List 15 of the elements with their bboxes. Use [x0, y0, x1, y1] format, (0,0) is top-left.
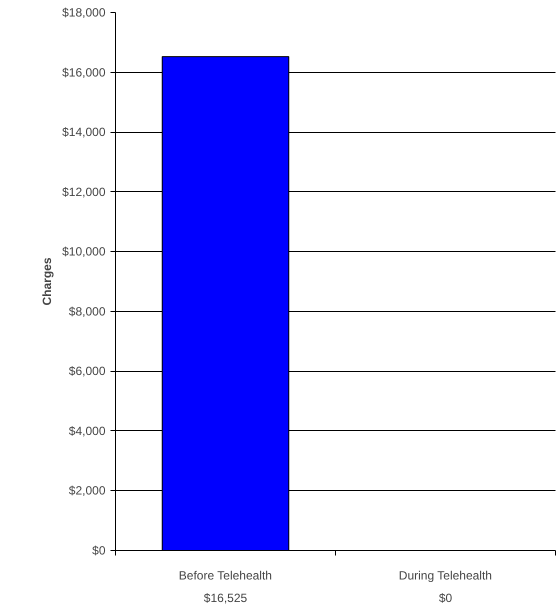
y-tick-label: $14,000 [62, 125, 106, 140]
y-tick-label: $8,000 [68, 304, 106, 318]
y-tick-label: $18,000 [62, 6, 106, 20]
y-tick-label: $6,000 [68, 364, 106, 378]
y-tick-label: $16,000 [62, 65, 106, 80]
data-label: $16,525 [204, 590, 248, 605]
y-tick-label: $4,000 [68, 424, 106, 438]
data-label: $0 [438, 590, 452, 605]
y-tick-label: $10,000 [62, 244, 106, 259]
x-tick-label: During Telehealth [398, 568, 492, 582]
y-axis-title: Charges [40, 257, 54, 306]
y-tick-label: $0 [92, 544, 106, 558]
y-tick-label: $2,000 [68, 484, 106, 498]
y-tick-label: $12,000 [62, 184, 106, 199]
x-tick-label: Before Telehealth [178, 568, 272, 582]
